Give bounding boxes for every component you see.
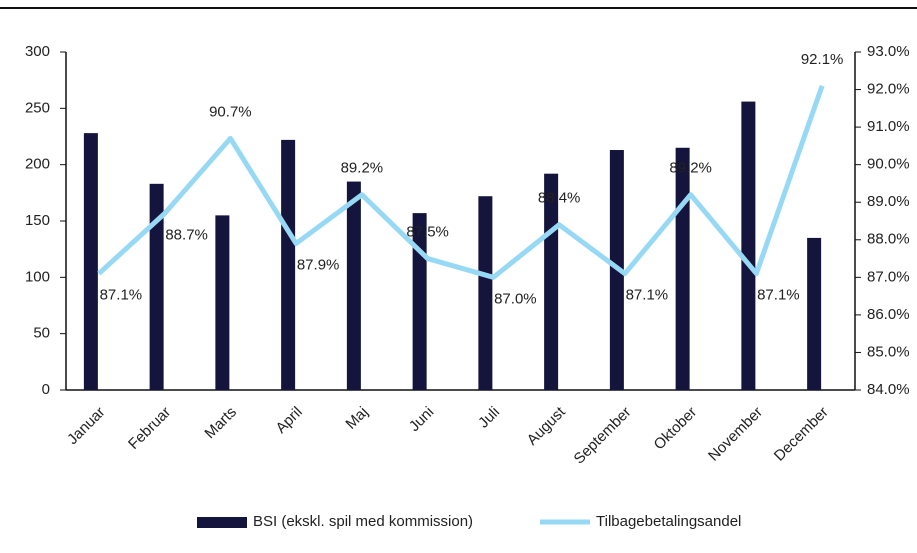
y-tick-label: 100 — [25, 268, 50, 285]
y2-tick-label: 84.0% — [867, 381, 910, 398]
bar — [149, 183, 164, 390]
data-label: 89.2% — [341, 160, 384, 177]
data-label: 87.1% — [757, 287, 800, 304]
data-label: 87.9% — [297, 257, 340, 274]
y-tick-label: 0 — [42, 381, 50, 398]
bar — [281, 139, 296, 390]
y2-tick-label: 87.0% — [867, 268, 910, 285]
bar — [478, 196, 493, 390]
data-label: 87.1% — [626, 287, 669, 304]
legend-label: Tilbagebetalingsandel — [596, 513, 741, 530]
bar — [215, 215, 230, 390]
data-label: 88.7% — [165, 226, 208, 243]
data-label: 89.2% — [669, 160, 712, 177]
data-label: 87.5% — [406, 224, 449, 241]
bar — [83, 133, 98, 390]
data-label: 87.1% — [100, 287, 143, 304]
y2-tick-label: 86.0% — [867, 306, 910, 323]
data-label: 90.7% — [209, 103, 252, 120]
bar — [807, 237, 822, 390]
bar — [346, 181, 361, 390]
bar — [675, 147, 690, 390]
legend-swatch — [197, 517, 247, 528]
y-tick-label: 300 — [25, 43, 50, 60]
data-label: 92.1% — [801, 51, 844, 68]
y2-tick-label: 92.0% — [867, 81, 910, 98]
data-label: 87.0% — [494, 290, 537, 307]
y-tick-label: 250 — [25, 99, 50, 116]
y-tick-label: 150 — [25, 212, 50, 229]
line — [97, 84, 825, 280]
y2-tick-label: 90.0% — [867, 156, 910, 173]
y2-tick-label: 91.0% — [867, 118, 910, 135]
bar — [741, 101, 756, 390]
legend-label: BSI (ekskl. spil med kommission) — [253, 513, 473, 530]
y2-tick-label: 89.0% — [867, 193, 910, 210]
y2-tick-label: 93.0% — [867, 43, 910, 60]
data-label: 88.4% — [538, 190, 581, 207]
y-tick-label: 200 — [25, 156, 50, 173]
y-tick-label: 50 — [33, 325, 50, 342]
y2-tick-label: 85.0% — [867, 343, 910, 360]
y2-tick-label: 88.0% — [867, 231, 910, 248]
